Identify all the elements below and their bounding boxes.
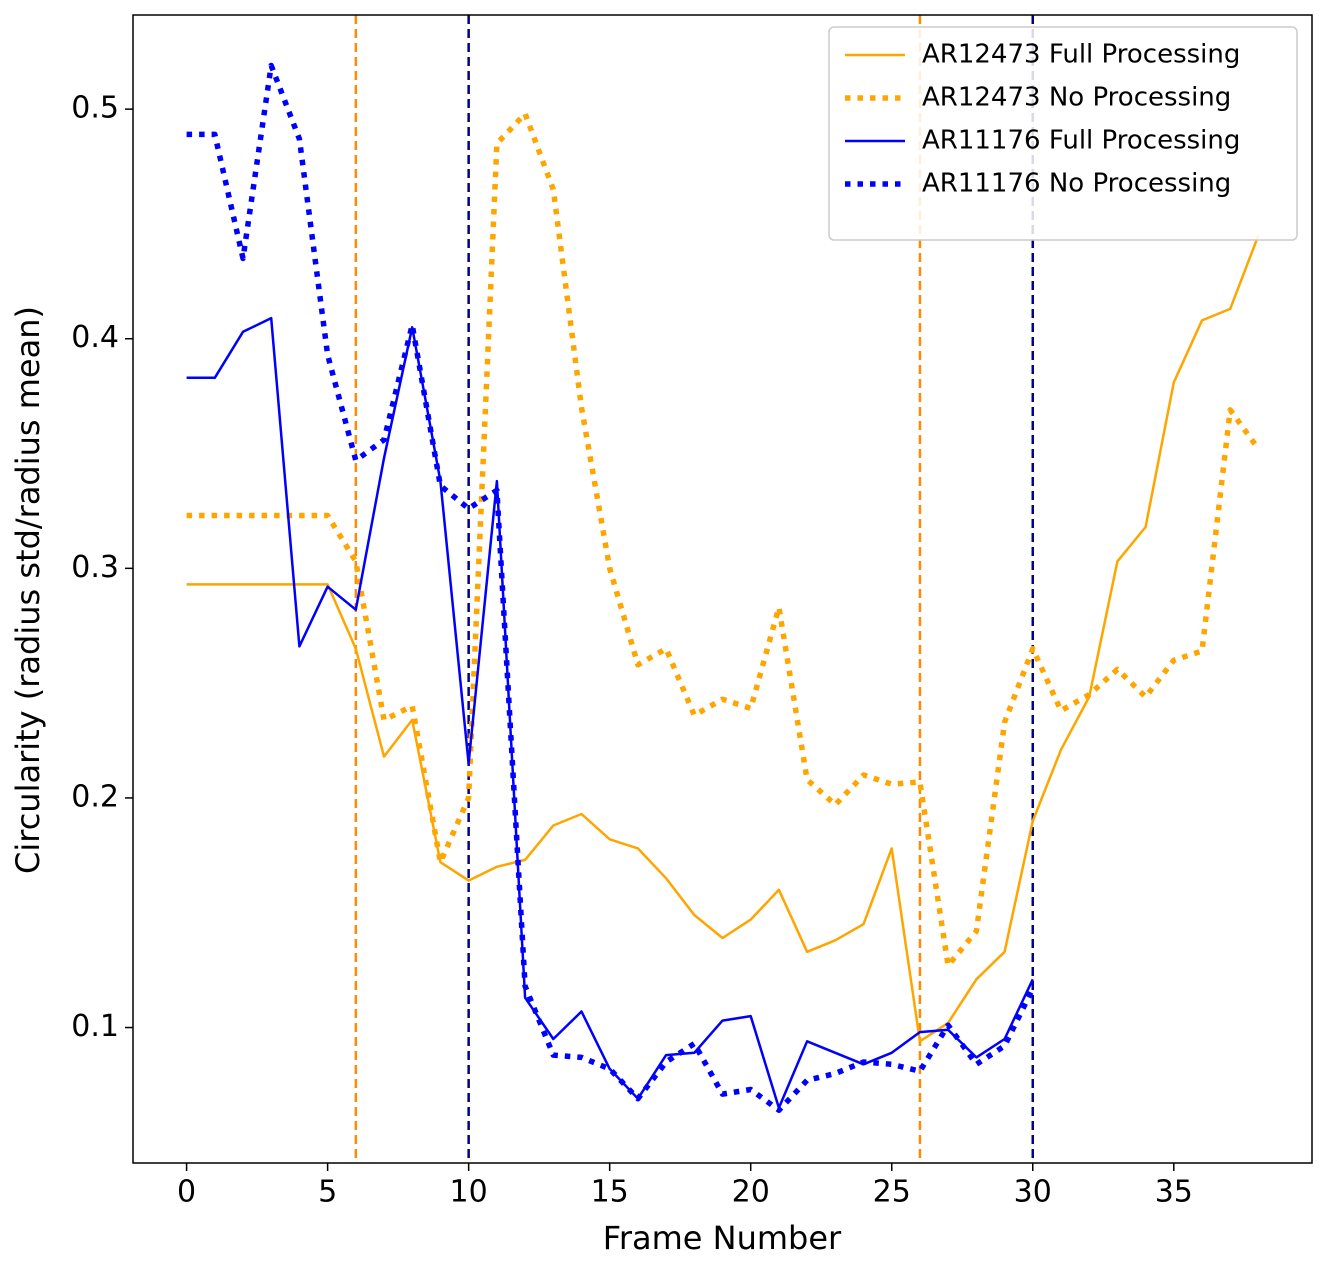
x-tick-label: 5 — [318, 1175, 337, 1210]
x-tick-label: 35 — [1155, 1175, 1193, 1210]
x-tick-label: 10 — [450, 1175, 488, 1210]
x-tick-label: 25 — [873, 1175, 911, 1210]
legend-label: AR12473 No Processing — [922, 83, 1231, 113]
data-line — [186, 316, 1034, 1110]
plot-frame — [132, 14, 1313, 1164]
y-tick-label: 0.4 — [71, 320, 119, 355]
legend-box — [828, 26, 1298, 241]
legend: AR12473 Full Processing AR12473 No Proces… — [828, 26, 1298, 241]
legend-label: AR11176 Full Processing — [922, 126, 1240, 156]
y-tick-label: 0.5 — [71, 91, 119, 126]
data-line — [186, 234, 1260, 1043]
legend-label: AR12473 Full Processing — [922, 40, 1240, 70]
y-axis-label: Circularity (radius std/radius mean) — [9, 306, 47, 874]
x-axis-label: Frame Number — [603, 1219, 842, 1257]
y-tick-label: 0.3 — [71, 550, 119, 585]
data-line — [186, 110, 1261, 969]
x-tick-label: 20 — [732, 1175, 770, 1210]
legend-label: AR11176 No Processing — [922, 169, 1231, 199]
x-tick-label: 15 — [591, 1175, 629, 1210]
x-tick-label: 0 — [177, 1175, 196, 1210]
y-tick-label: 0.1 — [71, 1009, 119, 1044]
x-tick-label: 30 — [1014, 1175, 1052, 1210]
y-tick-label: 0.2 — [71, 779, 119, 814]
